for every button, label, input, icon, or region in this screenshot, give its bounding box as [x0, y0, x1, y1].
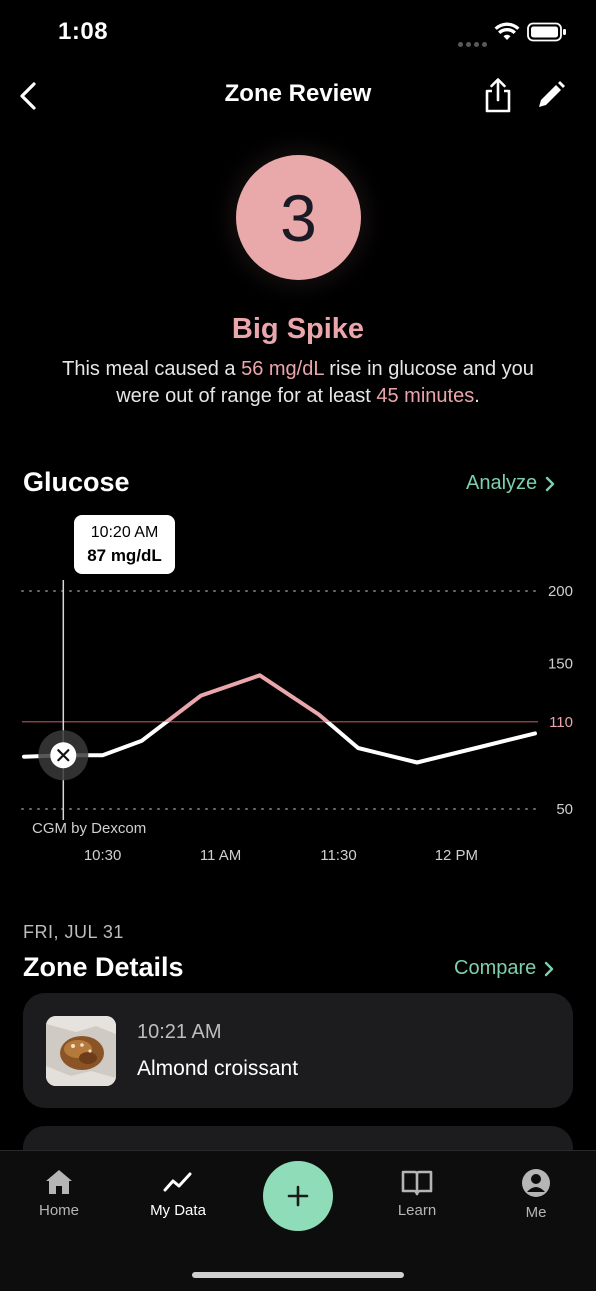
glucose-rise-value: 56 mg/dL — [241, 358, 324, 380]
x-tick-label: 10:30 — [83, 847, 122, 864]
zone-date: FRI, JUL 31 — [23, 922, 124, 942]
tab-me[interactable]: Me — [491, 1168, 581, 1221]
desc-text: This meal caused a — [62, 358, 242, 380]
tooltip-value: 87 mg/dL — [87, 546, 162, 565]
y-tick-label: 150 — [548, 656, 573, 673]
desc-text: rise in glucose and you were out of rang… — [116, 358, 534, 407]
out-of-range-duration: 45 minutes — [376, 385, 475, 407]
x-tick-label: 11:30 — [320, 847, 357, 864]
y-tick-label: 200 — [548, 583, 573, 600]
tab-label: Home — [38, 1202, 79, 1219]
x-tick-label: 12 PM — [434, 847, 479, 864]
home-indicator — [192, 1272, 404, 1278]
trend-icon — [163, 1172, 192, 1192]
tab-label: Learn — [397, 1202, 437, 1219]
entry-food-name: Almond croissant — [137, 1057, 299, 1080]
tab-label: Me — [525, 1204, 547, 1221]
signal-dots-icon — [458, 34, 490, 52]
person-icon — [522, 1169, 550, 1197]
wifi-icon — [494, 22, 520, 40]
plus-icon — [287, 1185, 309, 1207]
back-chevron-icon[interactable] — [14, 78, 46, 114]
zone-score-badge: 3 — [236, 155, 361, 280]
share-icon[interactable] — [482, 76, 514, 116]
chevron-right-icon — [545, 476, 555, 491]
tooltip-time: 10:20 AM — [90, 524, 159, 541]
chevron-right-icon — [545, 961, 554, 976]
book-icon — [401, 1170, 433, 1196]
battery-icon — [527, 22, 566, 42]
entry-time: 10:21 AM — [137, 1021, 222, 1043]
edit-pencil-icon[interactable] — [532, 78, 568, 114]
tab-my-data[interactable]: My Data — [133, 1168, 223, 1219]
page-title: Zone Review — [224, 80, 372, 107]
analyze-link[interactable]: Analyze — [466, 472, 555, 495]
chart-tooltip: 10:20 AM 87 mg/dL — [74, 515, 175, 574]
zone-verdict: Big Spike — [231, 313, 365, 345]
y-tick-label: 110 — [549, 714, 573, 731]
zone-details-title: Zone Details — [23, 952, 184, 982]
x-tick-label: 11 AM — [199, 847, 242, 864]
glucose-series-line — [22, 673, 537, 765]
tab-learn[interactable]: Learn — [372, 1168, 462, 1219]
add-button[interactable] — [263, 1161, 333, 1231]
zone-description: This meal caused a 56 mg/dL rise in gluc… — [40, 356, 556, 410]
status-time: 1:08 — [58, 18, 109, 45]
glucose-section-title: Glucose — [23, 467, 130, 497]
desc-text: . — [474, 385, 480, 407]
tab-label: My Data — [150, 1202, 206, 1219]
y-tick-label: 50 — [556, 801, 573, 818]
home-icon — [46, 1170, 72, 1194]
compare-link[interactable]: Compare — [454, 957, 554, 980]
meal-photo — [46, 1016, 116, 1086]
glucose-chart[interactable]: 200 150 110 50 — [0, 580, 596, 830]
analyze-label: Analyze — [466, 472, 538, 494]
compare-label: Compare — [454, 957, 537, 979]
cgm-source-label: CGM by Dexcom — [32, 820, 147, 837]
tab-home[interactable]: Home — [14, 1168, 104, 1219]
fork-knife-icon — [57, 749, 70, 762]
